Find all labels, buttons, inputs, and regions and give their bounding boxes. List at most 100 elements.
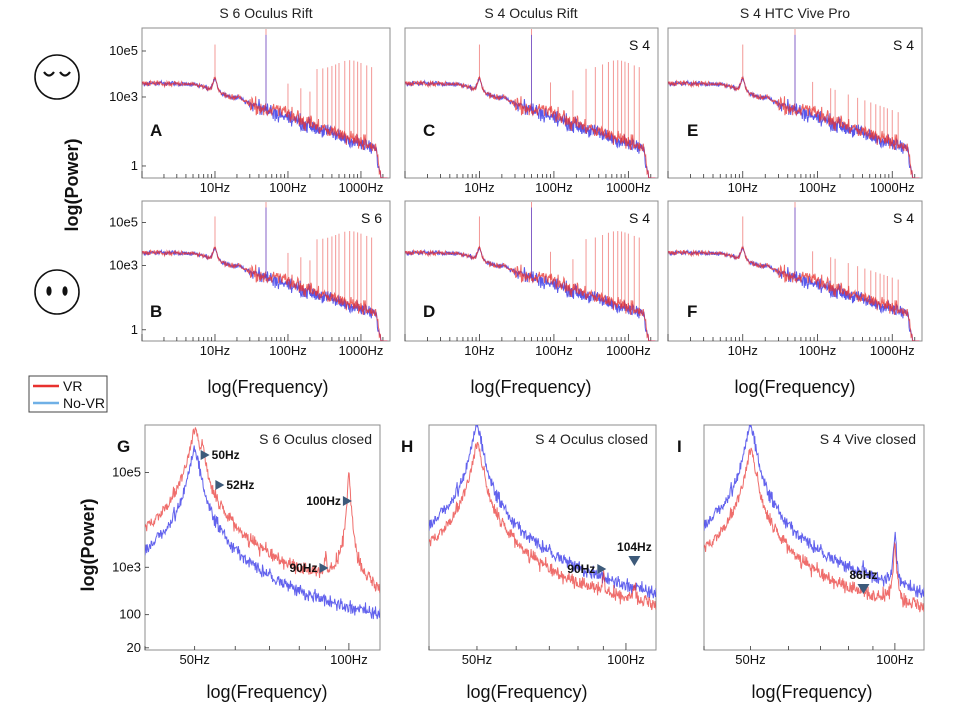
x-tick-label: 1000Hz xyxy=(339,180,384,195)
bottom-x-axis-label-H: log(Frequency) xyxy=(466,682,587,702)
annotation-label: 90Hz xyxy=(567,562,595,576)
subject-label: S 4 xyxy=(629,210,650,226)
panel-title: S 4 Oculus closed xyxy=(535,431,648,447)
series-vr xyxy=(405,76,656,178)
panel-letter: B xyxy=(150,302,162,321)
y-tick-label: 10e3 xyxy=(109,257,138,272)
series-vr xyxy=(429,441,656,611)
subject-label: S 4 xyxy=(629,37,650,53)
x-tick-label: 1000Hz xyxy=(339,343,384,358)
annotation-label: 52Hz xyxy=(226,478,254,492)
eyes-open-face-icon xyxy=(34,269,80,315)
eyes-closed-face-icon xyxy=(34,54,80,100)
series-group-A xyxy=(142,29,388,178)
series-group-F xyxy=(668,201,920,341)
panel-E: 10Hz 100Hz 1000Hz E S 4 xyxy=(667,27,923,195)
x-tick-label: 100Hz xyxy=(330,652,368,667)
panel-B: 10Hz 100Hz 1000Hz 10e5 10e3 1B S 6 xyxy=(109,200,391,358)
panel-F: 10Hz 100Hz 1000Hz F S 4 xyxy=(667,200,923,358)
annotation-label: 100Hz xyxy=(306,494,341,508)
panel-I: 50Hz 100Hz 86Hz I S 4 Vive closed xyxy=(677,424,925,667)
x-tick-label: 1000Hz xyxy=(870,180,915,195)
panel-G: 50Hz 100Hz 10e5 10e3 100 20 50Hz 52Hz 100Hz 90Hz G… xyxy=(112,424,381,667)
x-tick-label: 50Hz xyxy=(179,652,209,667)
series-novr xyxy=(668,245,920,341)
series-group-C xyxy=(405,29,656,178)
series-novr xyxy=(668,75,920,178)
x-tick-label: 10Hz xyxy=(464,180,494,195)
annotation-label: 50Hz xyxy=(212,448,240,462)
subject-label: S 4 xyxy=(893,37,914,53)
x-tick-label: 1000Hz xyxy=(606,180,651,195)
series-group-E xyxy=(668,29,920,178)
legend: VR No-VR xyxy=(28,375,108,413)
col-title-A: S 6 Oculus Rift xyxy=(219,5,312,21)
x-tick-label: 10Hz xyxy=(200,343,230,358)
panel-frame-G xyxy=(144,424,381,651)
y-tick-label: 1 xyxy=(131,158,138,173)
bottom-y-axis-label: log(Power) xyxy=(78,498,98,591)
series-group-I xyxy=(704,425,924,613)
x-tick-label: 100Hz xyxy=(799,180,837,195)
x-tick-label: 100Hz xyxy=(269,180,307,195)
panels: 10Hz 100Hz 1000Hz 10e5 10e3 1 A 10Hz 100Hz 1000Hz… xyxy=(109,27,925,667)
y-tick-label: 1 xyxy=(131,322,138,337)
x-tick-label: 1000Hz xyxy=(870,343,915,358)
panel-letter: F xyxy=(687,302,697,321)
annotation-label: 90Hz xyxy=(289,561,317,575)
panel-letter: I xyxy=(677,437,682,456)
series-group-G xyxy=(145,427,380,620)
annotation-label: 104Hz xyxy=(617,540,652,554)
series-vr xyxy=(142,245,388,341)
series-vr xyxy=(668,76,920,178)
series-vr xyxy=(704,447,924,613)
x-tick-label: 10Hz xyxy=(464,343,494,358)
x-axis-label-col3: log(Frequency) xyxy=(734,377,855,397)
panel-A: 10Hz 100Hz 1000Hz 10e5 10e3 1 A xyxy=(109,27,391,195)
annotation-arrow xyxy=(200,450,210,460)
col-title-C: S 4 Oculus Rift xyxy=(484,5,577,21)
series-vr xyxy=(405,245,656,341)
series-group-H xyxy=(429,425,656,611)
subject-label: S 6 xyxy=(361,210,382,226)
panel-frame-H xyxy=(428,424,657,651)
panel-title: S 4 Vive closed xyxy=(820,431,916,447)
series-novr xyxy=(142,247,388,341)
x-tick-label: 100Hz xyxy=(269,343,307,358)
col-title-E: S 4 HTC Vive Pro xyxy=(740,5,850,21)
series-novr xyxy=(704,425,924,598)
y-tick-label: 100 xyxy=(119,607,141,622)
y-tick-label: 20 xyxy=(127,640,141,655)
x-tick-label: 1000Hz xyxy=(606,343,651,358)
x-axis-label-col1: log(Frequency) xyxy=(207,377,328,397)
y-tick-label: 10e3 xyxy=(109,89,138,104)
annotation-arrow xyxy=(628,556,641,566)
legend-novr-label: No-VR xyxy=(63,395,105,411)
legend-vr-label: VR xyxy=(63,378,82,394)
x-tick-label: 100Hz xyxy=(876,652,914,667)
y-tick-label: 10e5 xyxy=(109,43,138,58)
x-tick-label: 100Hz xyxy=(535,180,573,195)
series-vr xyxy=(142,76,388,178)
series-vr xyxy=(145,427,380,594)
panel-letter: A xyxy=(150,121,162,140)
x-tick-label: 50Hz xyxy=(735,652,765,667)
y-tick-label: 10e3 xyxy=(112,559,141,574)
x-tick-label: 100Hz xyxy=(799,343,837,358)
series-novr xyxy=(429,425,656,599)
x-tick-label: 10Hz xyxy=(728,343,758,358)
annotation-arrow xyxy=(342,496,352,506)
annotation-arrow xyxy=(215,480,225,490)
panel-H: 50Hz 100Hz 104Hz 90Hz H S 4 Oculus closed xyxy=(401,424,657,667)
panel-C: 10Hz 100Hz 1000Hz C S 4 xyxy=(404,27,659,195)
panel-letter: G xyxy=(117,437,130,456)
bottom-x-axis-label-I: log(Frequency) xyxy=(751,682,872,702)
annotation-label: 86Hz xyxy=(849,568,877,582)
annotation-arrow xyxy=(319,563,329,573)
y-tick-label: 10e5 xyxy=(112,464,141,479)
panel-D: 10Hz 100Hz 1000Hz D S 4 xyxy=(404,200,659,358)
series-novr xyxy=(142,77,388,178)
panel-letter: D xyxy=(423,302,435,321)
panel-title: S 6 Oculus closed xyxy=(259,431,372,447)
